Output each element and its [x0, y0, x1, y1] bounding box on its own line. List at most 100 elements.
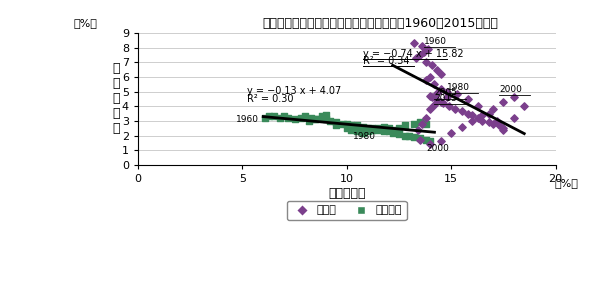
Point	[421, 121, 431, 126]
Point	[261, 116, 270, 120]
Point	[425, 139, 435, 144]
Point	[311, 117, 320, 122]
Point	[394, 126, 404, 131]
Point	[421, 77, 431, 82]
Point	[444, 104, 454, 109]
Point	[467, 112, 477, 117]
Point	[265, 114, 274, 119]
Point	[373, 126, 383, 131]
Point	[384, 126, 393, 131]
Point	[429, 102, 439, 107]
Point	[421, 116, 431, 120]
Text: （%）: （%）	[554, 178, 578, 188]
Text: 1980: 1980	[353, 132, 376, 141]
Point	[415, 52, 425, 57]
Point	[492, 118, 502, 123]
Point	[275, 116, 285, 120]
X-axis label: 人件費比率: 人件費比率	[328, 187, 365, 200]
Text: 1960: 1960	[424, 37, 447, 46]
Point	[342, 121, 352, 126]
Point	[436, 139, 446, 144]
Point	[442, 89, 451, 94]
Point	[484, 120, 494, 125]
Point	[415, 120, 425, 125]
Point	[367, 126, 377, 131]
Point	[388, 130, 397, 135]
Point	[388, 127, 397, 132]
Point	[346, 127, 356, 132]
Point	[436, 71, 446, 76]
Point	[478, 118, 487, 123]
Text: 2015: 2015	[434, 94, 457, 103]
Point	[342, 126, 352, 131]
Point	[498, 99, 508, 104]
Point	[432, 98, 441, 103]
Point	[425, 93, 435, 98]
Point	[417, 121, 426, 126]
Point	[425, 75, 435, 79]
Point	[363, 126, 372, 131]
Point	[317, 114, 327, 119]
Point	[269, 114, 279, 119]
Point	[411, 55, 421, 60]
Y-axis label: 営
業
利
益
率: 営 業 利 益 率	[112, 62, 120, 135]
Point	[296, 116, 305, 120]
Point	[417, 44, 426, 49]
Point	[473, 116, 483, 120]
Point	[429, 82, 439, 87]
Text: 2000: 2000	[499, 85, 522, 94]
Point	[484, 111, 494, 116]
Point	[488, 121, 498, 126]
Text: R² = 0.30: R² = 0.30	[247, 94, 293, 104]
Point	[405, 133, 414, 138]
Text: R² = 0.34: R² = 0.34	[364, 56, 410, 67]
Point	[447, 130, 456, 135]
Point	[367, 127, 377, 132]
Point	[413, 127, 422, 132]
Point	[400, 133, 410, 138]
Point	[509, 95, 519, 100]
Point	[394, 132, 404, 136]
Text: （%）: （%）	[74, 18, 97, 29]
Point	[428, 63, 437, 68]
Point	[331, 120, 341, 125]
Point	[467, 118, 477, 123]
Point	[409, 41, 418, 46]
Point	[331, 123, 341, 128]
Point	[300, 114, 309, 119]
Point	[415, 137, 425, 142]
Point	[359, 130, 368, 135]
Point	[321, 117, 331, 122]
Point	[384, 129, 393, 134]
Point	[438, 101, 447, 106]
Point	[432, 67, 441, 72]
Text: y = −0.13 x + 4.07: y = −0.13 x + 4.07	[247, 87, 341, 96]
Point	[409, 121, 418, 126]
Point	[283, 116, 293, 120]
Point	[363, 129, 372, 134]
Point	[421, 137, 431, 142]
Point	[380, 129, 389, 134]
Point	[346, 123, 356, 128]
Point	[317, 116, 327, 120]
Point	[279, 114, 289, 119]
Point	[442, 95, 451, 100]
Point	[498, 126, 508, 131]
Point	[326, 118, 335, 123]
Point	[478, 112, 487, 117]
Point	[453, 92, 462, 97]
Point	[498, 127, 508, 132]
Point	[436, 99, 446, 104]
Legend: 製造業, 非製造業: 製造業, 非製造業	[287, 201, 407, 220]
Point	[428, 95, 437, 100]
Point	[352, 129, 362, 134]
Point	[409, 135, 418, 140]
Point	[436, 86, 446, 91]
Point	[421, 60, 431, 65]
Point	[520, 104, 529, 109]
Point	[463, 96, 473, 101]
Point	[432, 91, 441, 95]
Text: y = −0.74 x + 15.82: y = −0.74 x + 15.82	[364, 49, 464, 59]
Point	[415, 136, 425, 141]
Point	[311, 117, 320, 122]
